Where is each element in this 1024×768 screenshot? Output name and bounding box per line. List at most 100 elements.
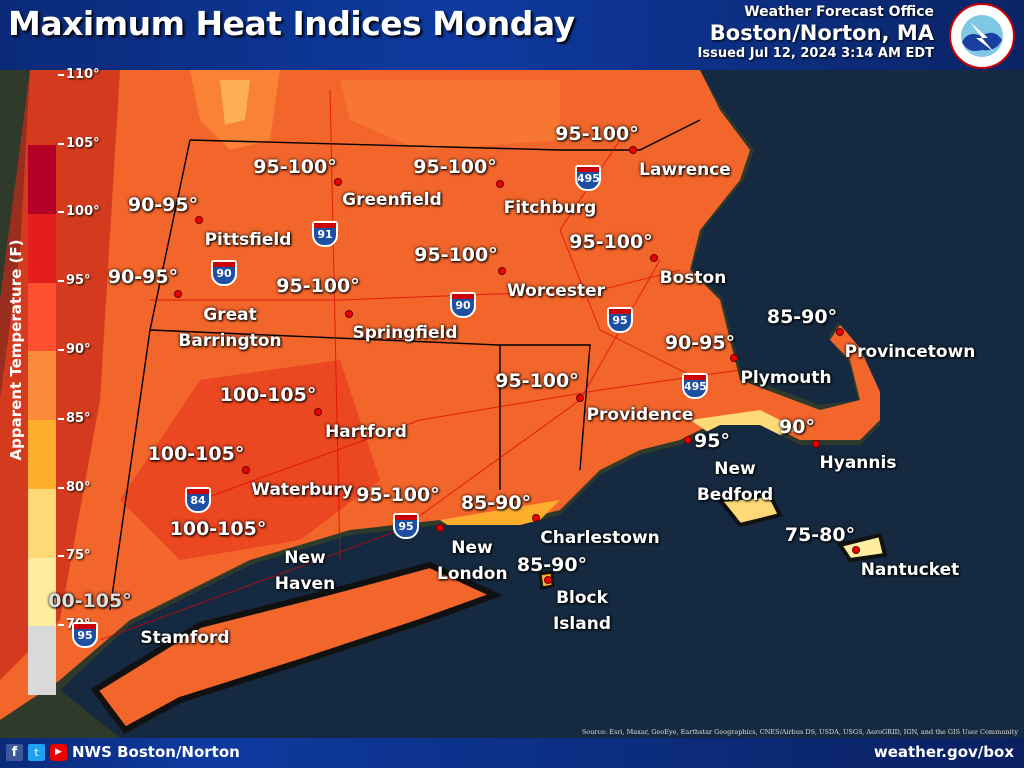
map-source-credit: Source: Esri, Maxar, GeoEye, Earthstar G… [581,728,1018,736]
map-title: Maximum Heat Indices Monday [8,4,575,43]
heat-index-value: 95-100° [555,123,639,145]
heat-index-value: 00-105° [48,590,132,612]
ocean [60,70,1024,738]
legend-tick: 105° [58,136,100,151]
facebook-icon[interactable]: f [6,744,23,761]
legend-tick: 80° [58,480,91,495]
legend-swatch-105-110 [28,145,56,214]
office-info: Weather Forecast Office Boston/Norton, M… [698,4,934,61]
interstate-shield-icon: 95 [72,622,98,648]
heat-index-value: 90° [779,416,815,438]
heat-index-value: 85-90° [516,554,588,576]
heat-index-value: 95° [694,430,730,452]
city-dot [334,178,342,186]
heat-index-value: 90-95° [127,194,199,216]
legend-tick: 75° [58,548,91,563]
legend-tick: 95° [58,273,91,288]
city-label: Worcester [507,281,605,301]
heat-index-value: 95-100° [414,244,498,266]
legend-swatch-75-80 [28,557,56,627]
city-label: New Bedford [696,459,774,505]
city-label: Stamford [140,628,230,648]
interstate-shield-icon: 95 [393,513,419,539]
legend-tick: 85° [58,411,91,426]
city-dot [852,546,860,554]
heat-patch [340,80,560,150]
legend-swatch-80-85 [28,488,56,558]
city-dot [836,328,844,336]
legend-tick: 110° [58,67,100,82]
office-name: Boston/Norton, MA [709,21,934,45]
social-handle: NWS Boston/Norton [72,743,240,761]
city-dot [345,310,353,318]
heat-index-value: 85-90° [460,492,532,514]
footer-bar: f t ▶ NWS Boston/Norton weather.gov/box [0,738,1024,768]
city-dot [544,576,552,584]
heat-patch [220,80,250,125]
heat-index-value: 95-100° [253,156,337,178]
city-label: Great Barrington [178,305,282,351]
legend-tick: 90° [58,342,91,357]
city-dot [242,466,250,474]
land-heat-region [0,70,880,720]
interstate-shield-icon: 495 [575,165,601,191]
city-dot [436,524,444,532]
city-dot [812,440,820,448]
long-island [90,561,503,734]
heat-index-map: Apparent Temperature (F) 110° 105° 100° … [0,67,1024,738]
nantucket [836,532,888,563]
legend-swatch-85-90 [28,420,56,489]
city-dot [195,216,203,224]
legend-tick: 100° [58,204,100,219]
city-label: Fitchburg [503,198,597,218]
city-label: Waterbury [251,480,353,500]
nws-logo-icon [949,3,1015,69]
city-dot [174,290,182,298]
heat-index-value: 90-95° [107,266,179,288]
youtube-icon[interactable]: ▶ [50,744,67,761]
state-borders [109,119,701,611]
legend-swatch-70-75 [28,626,56,695]
city-dot [650,254,658,262]
heat-index-value: 95-100° [356,484,440,506]
city-label: Providence [586,405,694,425]
city-label: Block Island [552,588,611,634]
heat-index-value: 100-105° [219,384,317,406]
city-dot [730,354,738,362]
heat-index-value: 95-100° [413,156,497,178]
interstate-shield-icon: 90 [211,260,237,286]
city-dot [532,514,540,522]
interstate-shield-icon: 90 [450,292,476,318]
legend-swatch-95-100 [28,282,56,352]
heat-index-value: 85-90° [766,306,838,328]
legend-title: Apparent Temperature (F) [7,239,25,461]
city-dot [314,408,322,416]
heat-index-value: 100-105° [169,518,267,540]
city-label: Springfield [352,323,458,343]
city-dot [576,394,584,402]
interstate-shield-icon: 84 [185,487,211,513]
heat-index-value: 95-100° [569,231,653,253]
heat-index-value: 95-100° [495,370,579,392]
interstate-shield-icon: 95 [607,307,633,333]
city-label: Hartford [325,422,407,442]
marthas-vineyard [716,492,783,528]
office-label: Weather Forecast Office [744,4,934,20]
heat-index-value: 100-105° [147,443,245,465]
city-label: New Haven [274,548,336,594]
city-dot [684,436,692,444]
city-dot [629,146,637,154]
website-link[interactable]: weather.gov/box [873,743,1014,761]
map-background [0,70,1024,738]
header-bar: Maximum Heat Indices Monday Weather Fore… [0,0,1024,70]
heat-index-value: 95-100° [276,275,360,297]
city-label: New London [437,538,508,584]
city-label: Plymouth [740,368,832,388]
city-label: Greenfield [342,190,442,210]
legend-swatch-100-105 [28,213,56,283]
twitter-icon[interactable]: t [28,744,45,761]
city-label: Hyannis [819,453,897,473]
color-legend [28,145,56,695]
city-label: Nantucket [860,560,960,580]
issued-time: Issued Jul 12, 2024 3:14 AM EDT [697,46,934,61]
